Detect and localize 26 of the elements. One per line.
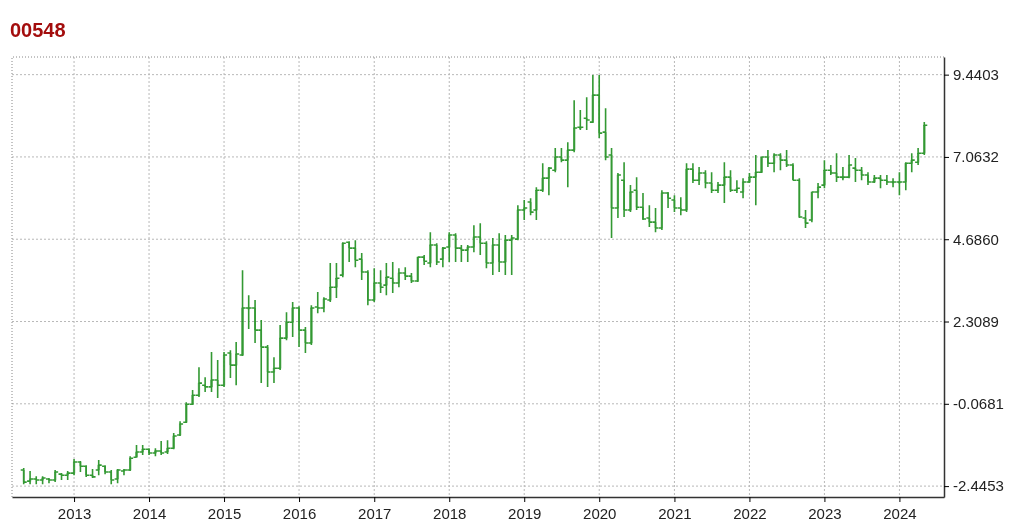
chart-title: 00548 — [10, 19, 66, 41]
y-tick-label: -2.4453 — [953, 477, 1004, 495]
y-tick-label: 9.4403 — [953, 65, 999, 83]
candlestick — [22, 467, 25, 485]
y-tick-label: 2.3089 — [953, 312, 999, 330]
x-tick-label: 2013 — [57, 504, 92, 522]
x-tick-label: 2023 — [808, 504, 842, 522]
x-tick-label: 2024 — [883, 504, 917, 522]
y-tick-label: 7.0632 — [953, 148, 999, 166]
y-tick-label: 4.6860 — [953, 230, 999, 248]
candlestick — [54, 469, 57, 483]
candlestick — [416, 256, 419, 283]
x-tick-label: 2022 — [733, 504, 767, 522]
y-tick-label: -0.0681 — [953, 395, 1004, 413]
x-tick-label: 2017 — [358, 504, 392, 522]
candlestick — [129, 455, 132, 472]
x-tick-label: 2021 — [658, 504, 692, 522]
candlestick — [341, 241, 344, 278]
x-tick-label: 2018 — [433, 504, 467, 522]
candlestick — [810, 191, 813, 223]
x-tick-label: 2016 — [282, 504, 317, 522]
x-tick-label: 2019 — [508, 504, 542, 522]
x-tick-label: 2020 — [583, 504, 617, 522]
x-tick-label: 2015 — [207, 504, 242, 522]
candlestick — [185, 401, 188, 424]
x-tick-label: 2014 — [132, 504, 167, 522]
